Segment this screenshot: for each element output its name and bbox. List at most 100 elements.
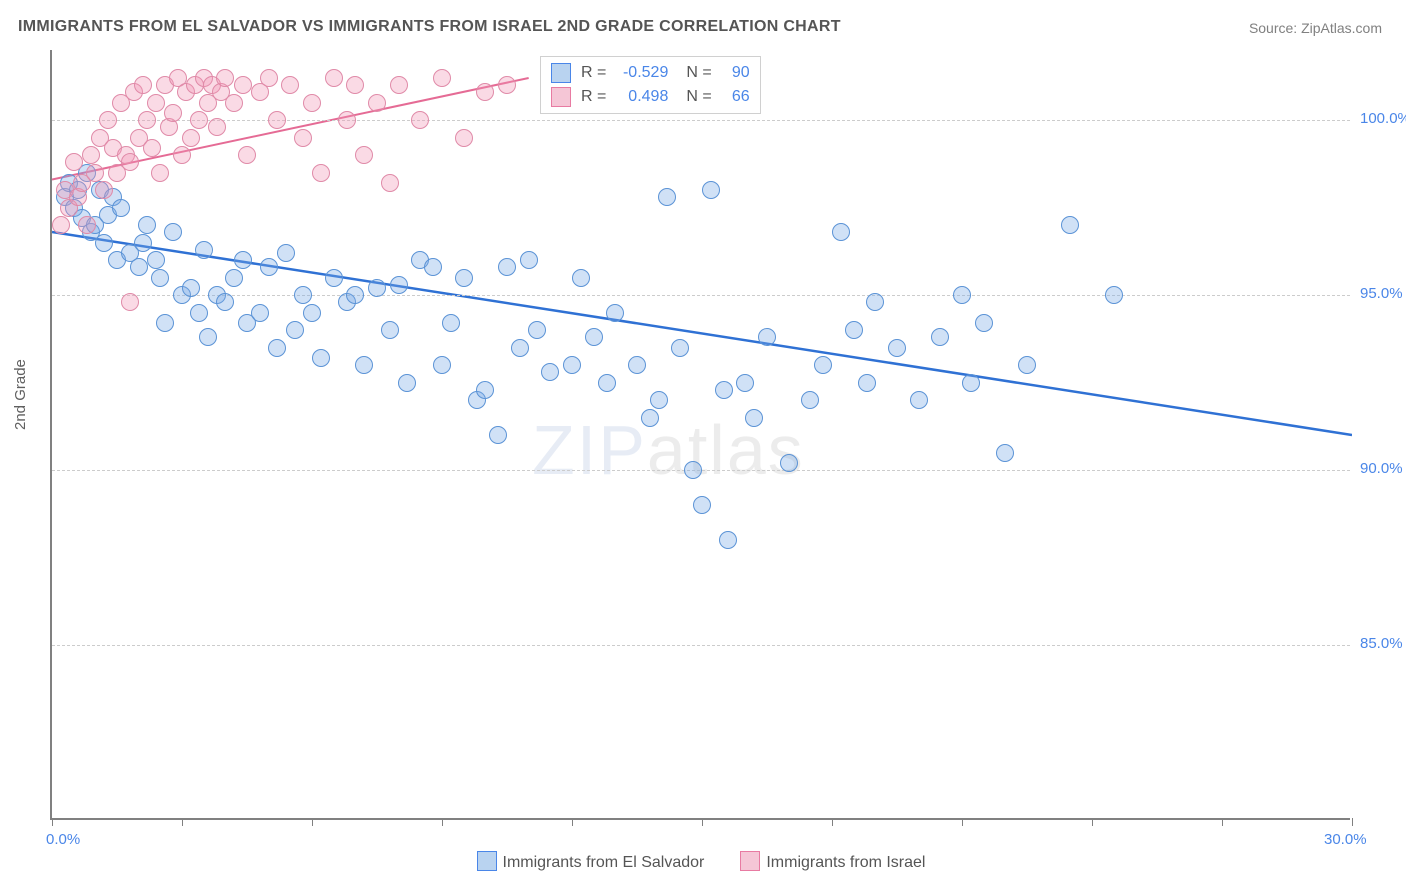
scatter-point [234, 251, 252, 269]
stats-row: R =-0.529N =90 [551, 61, 750, 85]
scatter-point [303, 304, 321, 322]
x-tick [832, 818, 833, 826]
scatter-point [138, 111, 156, 129]
scatter-point [99, 111, 117, 129]
x-tick [442, 818, 443, 826]
scatter-point [572, 269, 590, 287]
y-tick-label: 90.0% [1360, 460, 1406, 477]
scatter-point [251, 304, 269, 322]
scatter-point [585, 328, 603, 346]
y-tick-label: 85.0% [1360, 635, 1406, 652]
scatter-point [225, 94, 243, 112]
scatter-point [346, 286, 364, 304]
x-tick [52, 818, 53, 826]
scatter-point [325, 69, 343, 87]
plot-area: ZIPatlas R =-0.529N =90R =0.498N =66 Imm… [50, 50, 1350, 820]
bottom-legend: Immigrants from El Salvador Immigrants fr… [52, 851, 1350, 872]
chart-title: IMMIGRANTS FROM EL SALVADOR VS IMMIGRANT… [18, 18, 841, 36]
stat-r-label: R = [581, 64, 606, 82]
scatter-point [134, 76, 152, 94]
scatter-point [563, 356, 581, 374]
scatter-point [303, 94, 321, 112]
legend-swatch [477, 851, 497, 871]
scatter-point [693, 496, 711, 514]
scatter-point [355, 356, 373, 374]
scatter-point [312, 349, 330, 367]
scatter-point [268, 339, 286, 357]
stats-box: R =-0.529N =90R =0.498N =66 [540, 56, 761, 114]
scatter-point [975, 314, 993, 332]
stat-n-value: 66 [722, 88, 750, 106]
scatter-point [398, 374, 416, 392]
scatter-point [225, 269, 243, 287]
x-tick [312, 818, 313, 826]
scatter-point [1018, 356, 1036, 374]
scatter-point [702, 181, 720, 199]
scatter-point [641, 409, 659, 427]
scatter-point [390, 276, 408, 294]
scatter-point [216, 293, 234, 311]
scatter-point [498, 258, 516, 276]
scatter-point [650, 391, 668, 409]
source-name: ZipAtlas.com [1301, 20, 1382, 36]
scatter-point [281, 76, 299, 94]
x-tick [572, 818, 573, 826]
scatter-point [368, 279, 386, 297]
scatter-point [95, 181, 113, 199]
scatter-point [684, 461, 702, 479]
scatter-point [433, 356, 451, 374]
scatter-point [86, 164, 104, 182]
scatter-point [355, 146, 373, 164]
scatter-point [78, 216, 96, 234]
scatter-point [268, 111, 286, 129]
scatter-point [190, 111, 208, 129]
scatter-point [745, 409, 763, 427]
scatter-point [182, 279, 200, 297]
x-tick [962, 818, 963, 826]
x-tick [1352, 818, 1353, 826]
x-tick-label: 0.0% [46, 831, 80, 848]
scatter-point [910, 391, 928, 409]
legend-item: Immigrants from El Salvador [477, 854, 705, 871]
scatter-point [325, 269, 343, 287]
scatter-point [277, 244, 295, 262]
stats-row: R =0.498N =66 [551, 85, 750, 109]
scatter-point [260, 69, 278, 87]
x-tick [1222, 818, 1223, 826]
scatter-point [138, 216, 156, 234]
scatter-point [962, 374, 980, 392]
x-tick [182, 818, 183, 826]
scatter-point [216, 69, 234, 87]
stat-r-label: R = [581, 88, 606, 106]
scatter-point [190, 304, 208, 322]
scatter-point [130, 258, 148, 276]
scatter-point [134, 234, 152, 252]
legend-item: Immigrants from Israel [740, 854, 925, 871]
scatter-point [511, 339, 529, 357]
scatter-point [455, 269, 473, 287]
scatter-point [801, 391, 819, 409]
scatter-point [182, 129, 200, 147]
y-tick-label: 100.0% [1360, 110, 1406, 127]
trend-lines-layer [52, 50, 1352, 820]
scatter-point [294, 129, 312, 147]
scatter-point [147, 251, 165, 269]
scatter-point [598, 374, 616, 392]
watermark: ZIPatlas [532, 410, 805, 490]
scatter-point [1061, 216, 1079, 234]
scatter-point [286, 321, 304, 339]
scatter-point [260, 258, 278, 276]
x-tick-label: 30.0% [1324, 831, 1367, 848]
scatter-point [112, 199, 130, 217]
scatter-point [953, 286, 971, 304]
scatter-point [424, 258, 442, 276]
scatter-point [931, 328, 949, 346]
scatter-point [715, 381, 733, 399]
scatter-point [151, 164, 169, 182]
scatter-point [52, 216, 70, 234]
scatter-point [121, 153, 139, 171]
scatter-point [368, 94, 386, 112]
gridline [52, 645, 1350, 646]
scatter-point [65, 153, 83, 171]
scatter-point [294, 286, 312, 304]
